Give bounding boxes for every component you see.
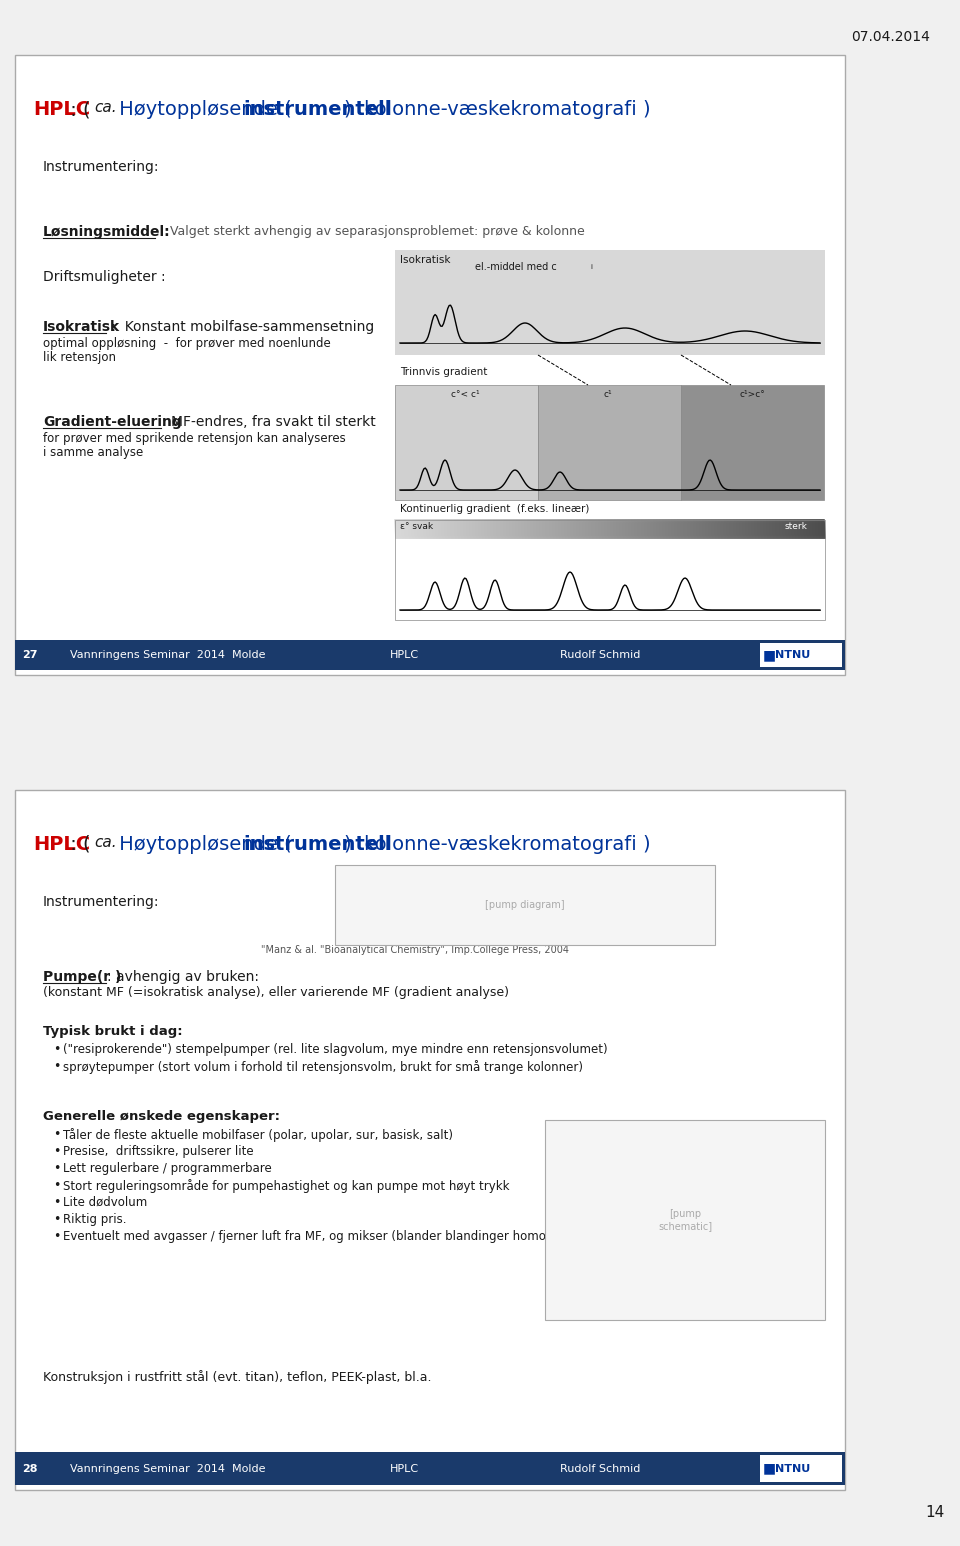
Text: lik retensjon: lik retensjon [43, 351, 116, 363]
Text: Pumpe(r ): Pumpe(r ) [43, 969, 121, 983]
Text: Høytoppløsende (: Høytoppløsende ( [112, 835, 292, 853]
Text: •: • [53, 1129, 60, 1141]
Text: HPLC: HPLC [390, 649, 420, 660]
Text: (konstant MF (=isokratisk analyse), eller varierende MF (gradient analyse): (konstant MF (=isokratisk analyse), elle… [43, 986, 509, 999]
Bar [760, 1455, 842, 1483]
Text: Høytoppløsende (: Høytoppløsende ( [112, 100, 292, 119]
Bar [335, 866, 715, 945]
Text: Vannringens Seminar  2014  Molde: Vannringens Seminar 2014 Molde [70, 649, 266, 660]
Text: •: • [53, 1214, 60, 1226]
Text: c¹: c¹ [604, 390, 612, 399]
Text: c¹>c°: c¹>c° [740, 390, 766, 399]
Text: Rudolf Schmid: Rudolf Schmid [560, 1464, 640, 1473]
Text: for prøver med sprikende retensjon kan analyseres: for prøver med sprikende retensjon kan a… [43, 431, 346, 445]
Text: HPLC: HPLC [390, 1464, 420, 1473]
Text: Driftsmuligheter :: Driftsmuligheter : [43, 271, 166, 284]
Text: Generelle ønskede egenskaper:: Generelle ønskede egenskaper: [43, 1110, 280, 1122]
Text: ca.: ca. [95, 835, 117, 850]
Text: •: • [53, 1146, 60, 1158]
Text: c°< c¹: c°< c¹ [451, 390, 480, 399]
Text: Kontinuerlig gradient  (f.eks. lineær): Kontinuerlig gradient (f.eks. lineær) [400, 504, 589, 513]
Text: Trinnvis gradient: Trinnvis gradient [400, 366, 488, 377]
Text: optimal oppløsning  -  for prøver med noenlunde: optimal oppløsning - for prøver med noen… [43, 337, 331, 349]
Bar [760, 643, 842, 666]
Text: ■: ■ [763, 1461, 776, 1475]
Text: •: • [53, 1180, 60, 1192]
Text: Presise,  driftssikre, pulserer lite: Presise, driftssikre, pulserer lite [63, 1146, 253, 1158]
Text: NTNU: NTNU [775, 1464, 810, 1473]
Text: ca.: ca. [95, 100, 117, 114]
Text: Riktig pris.: Riktig pris. [63, 1214, 127, 1226]
Text: el.-middel med c: el.-middel med c [475, 261, 557, 272]
Bar [15, 790, 845, 1490]
Bar [15, 1452, 845, 1486]
Bar [15, 56, 845, 676]
Bar [395, 250, 825, 356]
Text: •: • [53, 1044, 60, 1056]
Text: HPLC: HPLC [33, 100, 90, 119]
Text: 07.04.2014: 07.04.2014 [852, 29, 930, 43]
Text: instrumentell: instrumentell [244, 100, 392, 119]
Text: Lite dødvolum: Lite dødvolum [63, 1197, 147, 1209]
Text: )  kolonne-væskekromatografi ): ) kolonne-væskekromatografi ) [344, 835, 650, 853]
Text: •: • [53, 1163, 60, 1175]
Text: ■: ■ [763, 648, 776, 662]
Text: sprøytepumper (stort volum i forhold til retensjonsvolm, brukt for små trange ko: sprøytepumper (stort volum i forhold til… [63, 1061, 583, 1074]
Bar [15, 640, 845, 669]
Text: i samme analyse: i samme analyse [43, 445, 143, 459]
Text: 27: 27 [22, 649, 37, 660]
Text: Isokratisk: Isokratisk [43, 320, 120, 334]
Text: instrumentell: instrumentell [244, 835, 392, 853]
Text: Stort reguleringsområde for pumpehastighet og kan pumpe mot høyt trykk: Stort reguleringsområde for pumpehastigh… [63, 1180, 510, 1194]
Bar [395, 385, 538, 499]
Text: Konstruksjon i rustfritt stål (evt. titan), teflon, PEEK-plast, bl.a.: Konstruksjon i rustfritt stål (evt. tita… [43, 1370, 431, 1384]
Text: Tåler de fleste aktuelle mobilfaser (polar, upolar, sur, basisk, salt): Tåler de fleste aktuelle mobilfaser (pol… [63, 1129, 453, 1142]
Text: Typisk brukt i dag:: Typisk brukt i dag: [43, 1025, 182, 1037]
Text: ε° svak: ε° svak [400, 523, 433, 530]
Text: [pump
schematic]: [pump schematic] [658, 1209, 712, 1231]
Text: Gradient-eluering: Gradient-eluering [43, 414, 181, 428]
Text: Isokratisk: Isokratisk [400, 255, 450, 264]
Text: sterk: sterk [785, 523, 808, 530]
Text: ("resiprokerende") stempelpumper (rel. lite slagvolum, mye mindre enn retensjons: ("resiprokerende") stempelpumper (rel. l… [63, 1044, 608, 1056]
Text: •: • [53, 1231, 60, 1243]
Text: HPLC: HPLC [33, 835, 90, 853]
Text: Instrumentering:: Instrumentering: [43, 895, 159, 909]
Bar [395, 519, 825, 620]
Text: Instrumentering:: Instrumentering: [43, 159, 159, 175]
Bar [545, 1119, 825, 1320]
Text: : (: : ( [63, 100, 90, 119]
Text: i: i [590, 264, 592, 271]
Text: : MF-endres, fra svakt til sterkt: : MF-endres, fra svakt til sterkt [162, 414, 375, 428]
Text: [pump diagram]: [pump diagram] [485, 900, 564, 911]
Text: "Manz & al. "Bioanalytical Chemistry", Imp.College Press, 2004: "Manz & al. "Bioanalytical Chemistry", I… [261, 945, 569, 955]
Text: Eventuelt med avgasser / fjerner luft fra MF, og mikser (blander blandinger homo: Eventuelt med avgasser / fjerner luft fr… [63, 1231, 578, 1243]
Text: )  kolonne-væskekromatografi ): ) kolonne-væskekromatografi ) [344, 100, 650, 119]
Text: Lett regulerbare / programmerbare: Lett regulerbare / programmerbare [63, 1163, 272, 1175]
Text: 28: 28 [22, 1464, 37, 1473]
Text: Vannringens Seminar  2014  Molde: Vannringens Seminar 2014 Molde [70, 1464, 266, 1473]
Text: •: • [53, 1197, 60, 1209]
Text: : avhengig av bruken:: : avhengig av bruken: [107, 969, 259, 983]
Bar [681, 385, 824, 499]
Text: : (: : ( [63, 835, 90, 853]
Text: •: • [53, 1061, 60, 1073]
Text: NTNU: NTNU [775, 649, 810, 660]
Text: Løsningsmiddel:: Løsningsmiddel: [43, 226, 171, 240]
Text: 14: 14 [925, 1504, 945, 1520]
Text: :  Konstant mobilfase-sammensetning: : Konstant mobilfase-sammensetning [107, 320, 374, 334]
Bar [538, 385, 681, 499]
Text: Valget sterkt avhengig av separasjonsproblemet: prøve & kolonne: Valget sterkt avhengig av separasjonspro… [166, 226, 585, 238]
Text: Rudolf Schmid: Rudolf Schmid [560, 649, 640, 660]
